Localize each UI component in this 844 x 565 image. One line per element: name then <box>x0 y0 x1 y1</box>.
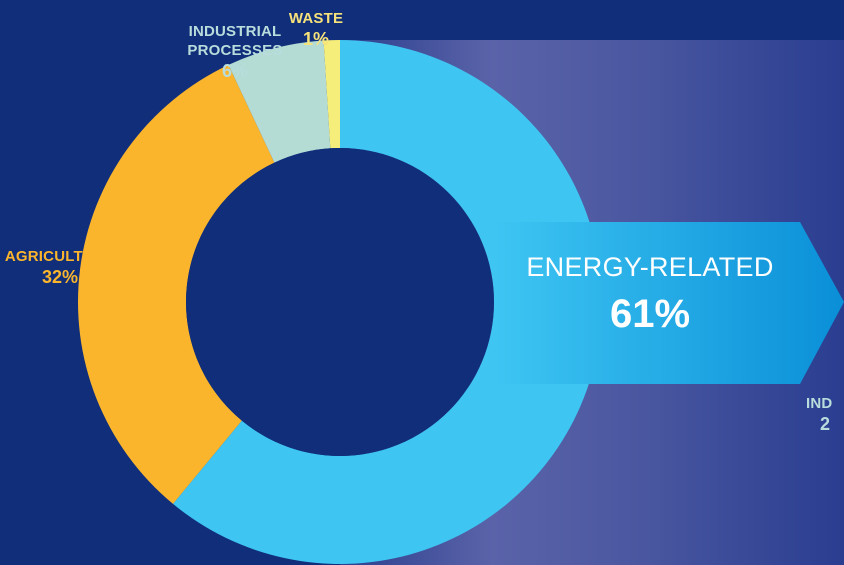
callout-name: ENERGY-RELATED <box>526 252 774 282</box>
donut-slice-energy-related <box>172 40 602 564</box>
donut-hole <box>186 148 494 456</box>
slice-percent: 6% <box>221 61 248 81</box>
callout-text: ENERGY-RELATED 61% <box>500 250 800 338</box>
partial-name: IND <box>806 395 833 412</box>
donut-slice-waste <box>323 40 340 149</box>
callout-percent: 61% <box>609 292 691 336</box>
slice-name: WASTE <box>288 10 344 27</box>
callout-arrow <box>496 222 844 384</box>
donut-slice-agriculture <box>77 64 275 504</box>
slice-percent: 1% <box>302 29 329 49</box>
slice-label-industrial-processes: INDUSTRIAL PROCESSES 6% <box>170 22 300 82</box>
slice-name: AGRICULTURE <box>4 248 116 265</box>
slice-percent: 32% <box>41 267 79 287</box>
partial-label: IND 2 <box>806 394 844 435</box>
slice-label-agriculture: AGRICULTURE 32% <box>0 247 120 288</box>
donut-slices <box>77 40 602 564</box>
slice-label-waste: WASTE 1% <box>286 9 346 50</box>
donut-slice-industrial-processes <box>228 40 331 163</box>
slice-name: INDUSTRIAL PROCESSES <box>187 23 283 59</box>
partial-percent: 2 <box>820 414 831 434</box>
